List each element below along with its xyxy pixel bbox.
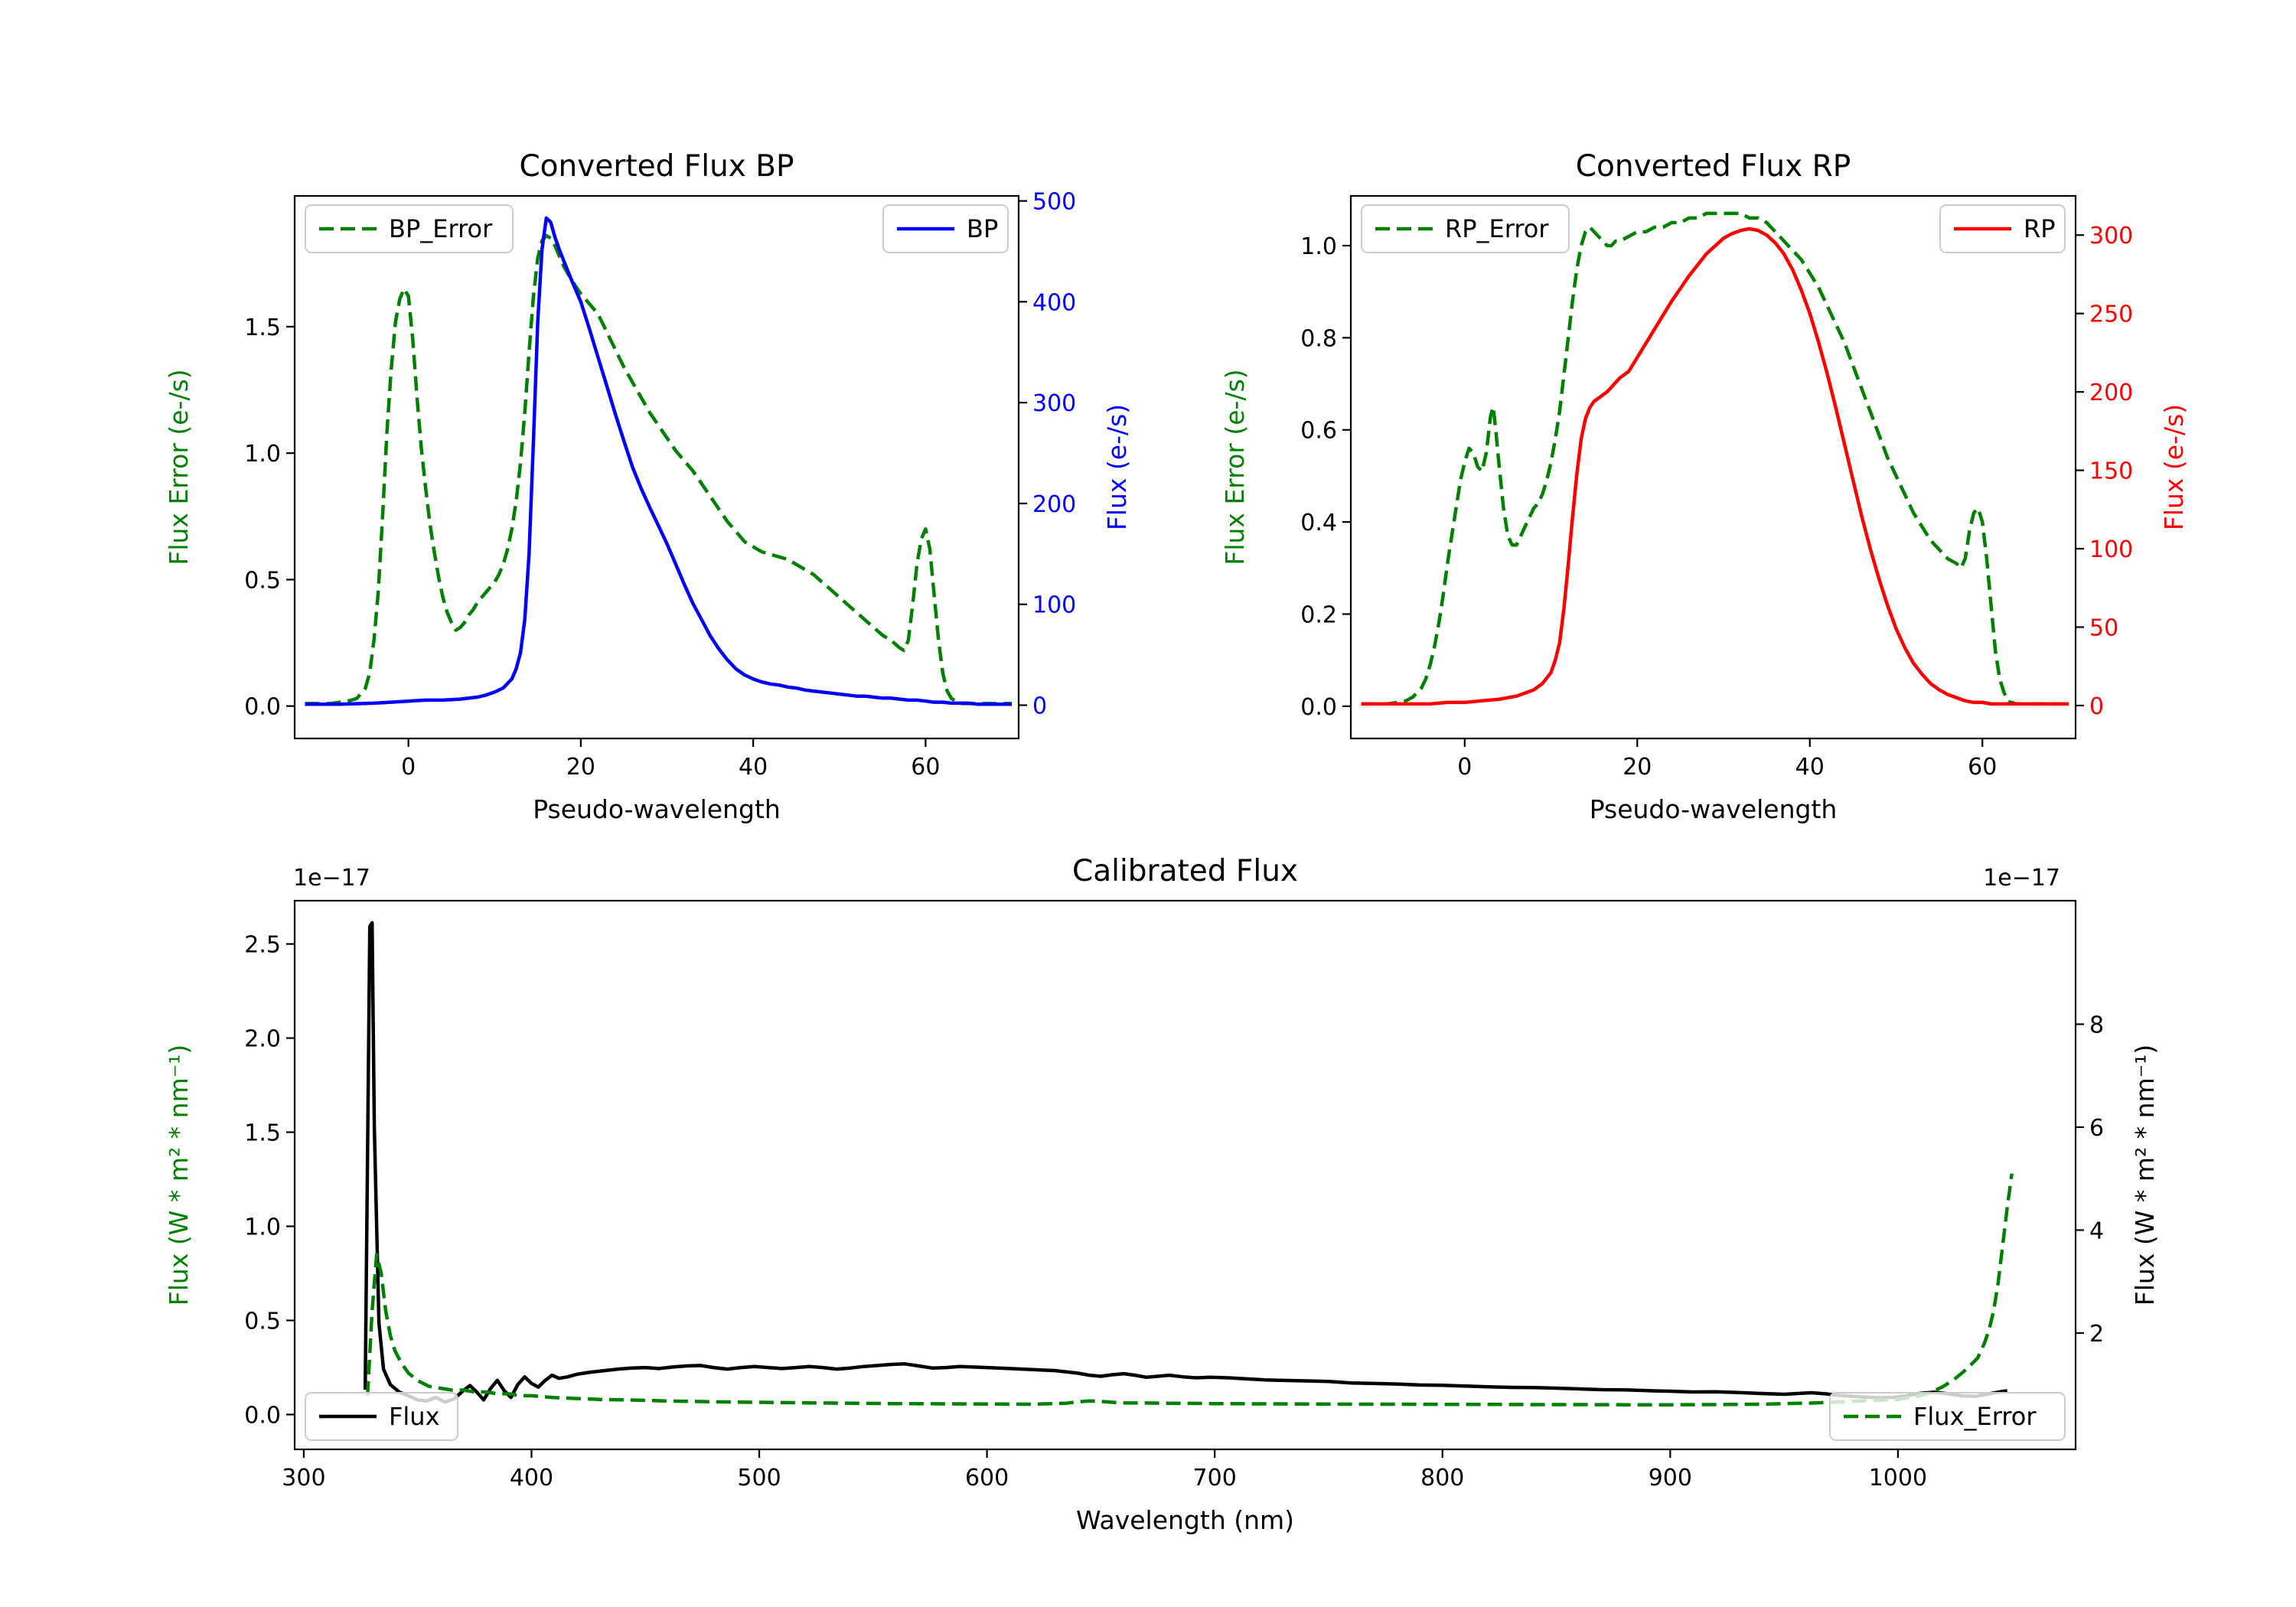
right-tick-label: 200	[2089, 380, 2133, 406]
right-tick-label: 6	[2089, 1115, 2104, 1142]
x-tick-label: 60	[1968, 754, 1997, 781]
legend-label: BP_Error	[389, 214, 493, 243]
right-tick-label: 4	[2089, 1217, 2104, 1244]
series-line-rp_error	[1361, 211, 2069, 706]
legend-label: Flux	[389, 1402, 440, 1431]
legend-box	[305, 1392, 458, 1441]
chart-cal: 300 400 500 600 700 800 900 1000 0.0 0.5 1.0 1.5 2.0…	[164, 854, 2160, 1535]
legend-label: RP	[2024, 214, 2056, 243]
x-axis-label: Pseudo-wavelength	[533, 794, 781, 824]
axes-frame	[293, 899, 2077, 1451]
series-line-bp_error	[305, 233, 1012, 706]
left-tick-label: 1.0	[1300, 233, 1337, 260]
x-tick-label: 600	[965, 1465, 1009, 1491]
legend-box	[1361, 204, 1570, 253]
right-tick-label: 200	[1032, 491, 1076, 518]
right-tick-label: 400	[1032, 289, 1076, 316]
left-tick-label: 0.0	[244, 694, 281, 721]
right-tick-label: 2	[2089, 1321, 2104, 1348]
right-tick-label: 8	[2089, 1012, 2104, 1038]
left-tick-label: 0.0	[244, 1402, 281, 1429]
left-tick-label: 0.5	[244, 567, 281, 594]
x-tick-label: 20	[566, 754, 595, 781]
legend-bp: BP	[882, 204, 1009, 253]
left-tick-label: 0.8	[1300, 325, 1337, 352]
legend-box	[305, 204, 514, 253]
legend-flux: Flux	[305, 1392, 458, 1441]
left-offset-text: 1e−17	[293, 865, 370, 892]
right-tick-label: 50	[2089, 615, 2118, 642]
x-tick-label: 500	[737, 1465, 781, 1491]
chart-title: Converted Flux RP	[1576, 149, 1851, 184]
left-tick-label: 2.0	[244, 1026, 281, 1053]
x-axis-label: Pseudo-wavelength	[1590, 794, 1838, 824]
legend-box	[1829, 1392, 2066, 1441]
right-tick-label: 100	[1032, 592, 1076, 619]
series-line-flux_error	[365, 1173, 2014, 1407]
chart-title: Converted Flux BP	[519, 149, 794, 184]
left-tick-label: 0.2	[1300, 601, 1337, 628]
left-tick-label: 1.5	[244, 1120, 281, 1147]
left-axis-label: Flux Error (e-/s)	[1220, 369, 1250, 565]
x-tick-label: 400	[510, 1465, 553, 1491]
x-axis-label: Wavelength (nm)	[1076, 1505, 1294, 1535]
axes-frame	[293, 194, 1020, 740]
x-tick-label: 40	[739, 754, 768, 781]
x-tick-label: 300	[282, 1465, 325, 1491]
legend-flux_error: Flux_Error	[1829, 1392, 2066, 1441]
right-tick-label: 500	[1032, 189, 1076, 216]
left-tick-label: 0.0	[1300, 694, 1337, 721]
right-tick-label: 300	[2089, 223, 2133, 249]
left-tick-label: 1.0	[244, 1214, 281, 1241]
legend-bp_error: BP_Error	[305, 204, 514, 253]
right-offset-text: 1e−17	[1983, 865, 2060, 892]
x-tick-label: 20	[1623, 754, 1652, 781]
legend-rp_error: RP_Error	[1361, 204, 1570, 253]
left-axis-label: Flux Error (e-/s)	[164, 369, 194, 565]
right-tick-label: 300	[1032, 390, 1076, 417]
left-axis-label: Flux (W * m² * nm⁻¹)	[164, 1045, 194, 1306]
x-tick-label: 40	[1795, 754, 1825, 781]
chart-title: Calibrated Flux	[1072, 854, 1298, 888]
x-tick-label: 0	[401, 754, 416, 781]
x-tick-label: 700	[1193, 1465, 1237, 1491]
legend-rp: RP	[1939, 204, 2066, 253]
left-tick-label: 0.4	[1300, 510, 1337, 536]
series-line-bp	[305, 216, 1012, 706]
right-tick-label: 0	[2089, 693, 2104, 720]
right-axis-label: Flux (W * m² * nm⁻¹)	[2130, 1045, 2160, 1306]
chart-bp: 0 20 40 60 0.0 0.5 1.0 1.5 0 100 200 300 400 500 Conve…	[164, 149, 1132, 824]
x-tick-label: 0	[1457, 754, 1472, 781]
x-tick-label: 800	[1420, 1465, 1464, 1491]
series-line-flux	[363, 921, 2008, 1404]
right-axis-label: Flux (e-/s)	[2159, 404, 2189, 530]
right-tick-label: 150	[2089, 458, 2133, 485]
chart-rp: 0 20 40 60 0.0 0.2 0.4 0.6 0.8 1.0 0 50 100 150 200 250…	[1220, 149, 2189, 824]
left-tick-label: 0.5	[244, 1309, 281, 1335]
x-tick-label: 60	[911, 754, 940, 781]
left-tick-label: 0.6	[1300, 418, 1337, 445]
right-tick-label: 100	[2089, 536, 2133, 563]
right-tick-label: 0	[1032, 693, 1047, 720]
left-tick-label: 2.5	[244, 932, 281, 959]
x-tick-label: 900	[1649, 1465, 1692, 1491]
legend-label: BP	[967, 214, 998, 243]
left-tick-label: 1.0	[244, 441, 281, 468]
x-tick-label: 1000	[1869, 1465, 1927, 1491]
right-axis-label: Flux (e-/s)	[1102, 404, 1132, 530]
legend-label: RP_Error	[1445, 214, 1549, 243]
legend-label: Flux_Error	[1913, 1402, 2037, 1431]
axes-frame	[1349, 194, 2077, 740]
series-line-rp	[1361, 227, 2069, 706]
left-tick-label: 1.5	[244, 315, 281, 341]
right-tick-label: 250	[2089, 302, 2133, 328]
